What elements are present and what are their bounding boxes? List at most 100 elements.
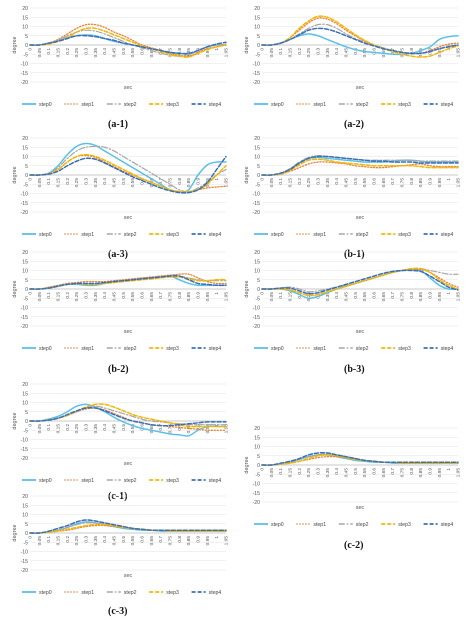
y-tick-label: 15: [22, 145, 28, 151]
y-tick-label: -10: [253, 62, 261, 68]
y-tick-label: 15: [22, 259, 28, 265]
legend-label-step1: step1: [313, 102, 326, 108]
caption-b-3: (b-3): [344, 364, 365, 375]
series-line-step4: [261, 269, 459, 295]
x-tick-label: 0.8: [177, 536, 183, 543]
x-tick-label: 0.6: [140, 424, 146, 431]
x-tick-label: 0.8: [177, 178, 183, 185]
y-axis-label: degree: [12, 412, 18, 429]
x-tick-label: 0.6: [140, 536, 146, 543]
x-tick-label: 0.1: [46, 536, 52, 543]
x-tick-label: 0.3: [84, 48, 90, 55]
y-tick-label: 0: [25, 287, 28, 293]
y-axis-label: degree: [244, 36, 250, 53]
y-tick-label: -15: [21, 447, 29, 453]
x-tick-label: 0.65: [381, 178, 387, 188]
x-tick-label: 0.55: [130, 48, 136, 58]
x-axis-label: sec: [124, 329, 133, 335]
x-tick-label: 0.9: [428, 178, 434, 185]
y-tick-label: -5: [23, 182, 28, 188]
x-tick-label: 0.6: [372, 48, 378, 55]
x-tick-label: 0.3: [84, 178, 90, 185]
y-tick-label: -15: [253, 71, 261, 77]
y-tick-label: 5: [25, 34, 28, 40]
x-tick-label: 0.55: [362, 468, 368, 478]
x-tick-label: 0.1: [278, 178, 284, 185]
x-tick-label: 0.55: [362, 48, 368, 58]
x-tick-label: 0.05: [269, 48, 275, 58]
x-tick-label: 1: [214, 536, 220, 539]
y-tick-label: 20: [254, 136, 260, 142]
y-tick-label: 15: [22, 503, 28, 509]
x-tick-label: 0.5: [353, 292, 359, 299]
x-tick-label: 0.2: [65, 536, 71, 543]
x-tick-label: 0.3: [316, 468, 322, 475]
x-tick-label: 0: [28, 48, 34, 51]
x-tick-label: 0.05: [37, 178, 43, 188]
x-axis-label: sec: [356, 505, 365, 511]
caption-a-3: (a-3): [108, 249, 128, 260]
x-tick-label: 0.75: [400, 468, 406, 478]
x-tick-label: 0.45: [344, 48, 350, 58]
y-tick-label: -15: [253, 491, 261, 497]
x-tick-label: 0.2: [297, 178, 303, 185]
x-tick-label: 1.05: [224, 48, 230, 58]
x-tick-label: 0.4: [102, 48, 108, 55]
y-tick-label: 0: [25, 43, 28, 49]
x-tick-label: 0.5: [353, 48, 359, 55]
legend-label-step4: step4: [209, 102, 222, 108]
caption-a-1: (a-1): [108, 119, 128, 130]
y-tick-label: 5: [257, 164, 260, 170]
x-axis-label: sec: [356, 215, 365, 221]
series-line-step4: [261, 451, 459, 466]
series-line-step1: [261, 161, 459, 176]
legend-label-step1: step1: [81, 102, 94, 108]
x-tick-label: 0.6: [140, 292, 146, 299]
y-tick-label: -10: [21, 306, 29, 312]
y-tick-label: 0: [257, 43, 260, 49]
legend-label-step0: step0: [39, 590, 52, 596]
x-tick-label: 0.1: [46, 424, 52, 431]
x-tick-label: 0.75: [400, 292, 406, 302]
legend-label-step0: step0: [39, 102, 52, 108]
caption-c-2: (c-2): [344, 540, 364, 551]
x-tick-label: 0.65: [149, 292, 155, 302]
legend-label-step3: step3: [166, 590, 179, 596]
y-tick-label: -5: [23, 296, 28, 302]
chart-panel-c-1: 20 15 10 5 0 -5 -10 -15 -20 0 0.05 0.1 0.15 0.2 0.25 0.…: [8, 382, 233, 494]
y-tick-label: -5: [255, 296, 260, 302]
x-tick-label: 0: [260, 292, 266, 295]
y-tick-label: -20: [21, 324, 29, 330]
x-tick-label: 0.5: [121, 178, 127, 185]
x-tick-label: 0: [260, 178, 266, 181]
y-tick-label: -20: [21, 210, 29, 216]
caption-c-3: (c-3): [108, 606, 128, 617]
y-tick-label: 0: [257, 173, 260, 179]
x-tick-label: 0.45: [112, 292, 118, 302]
legend-label-step3: step3: [398, 102, 411, 108]
x-axis-label: sec: [124, 215, 133, 221]
y-tick-label: 20: [22, 494, 28, 500]
y-tick-label: 10: [254, 25, 260, 31]
legend-label-step3: step3: [398, 232, 411, 238]
legend-label-step1: step1: [313, 346, 326, 352]
x-tick-label: 0.35: [325, 292, 331, 302]
y-tick-label: 15: [254, 435, 260, 441]
x-tick-label: 0.95: [205, 424, 211, 434]
x-tick-label: 0.55: [130, 424, 136, 434]
caption-b-2: (b-2): [108, 364, 129, 375]
y-tick-label: 15: [22, 15, 28, 21]
x-tick-label: 0.65: [149, 536, 155, 546]
x-tick-label: 0.4: [334, 48, 340, 55]
x-tick-label: 1.05: [224, 424, 230, 434]
x-tick-label: 0.7: [390, 468, 396, 475]
y-tick-label: 10: [22, 269, 28, 275]
x-tick-label: 0.15: [288, 468, 294, 478]
x-tick-label: 0.05: [269, 292, 275, 302]
y-tick-label: 5: [257, 454, 260, 460]
y-tick-label: 10: [22, 25, 28, 31]
